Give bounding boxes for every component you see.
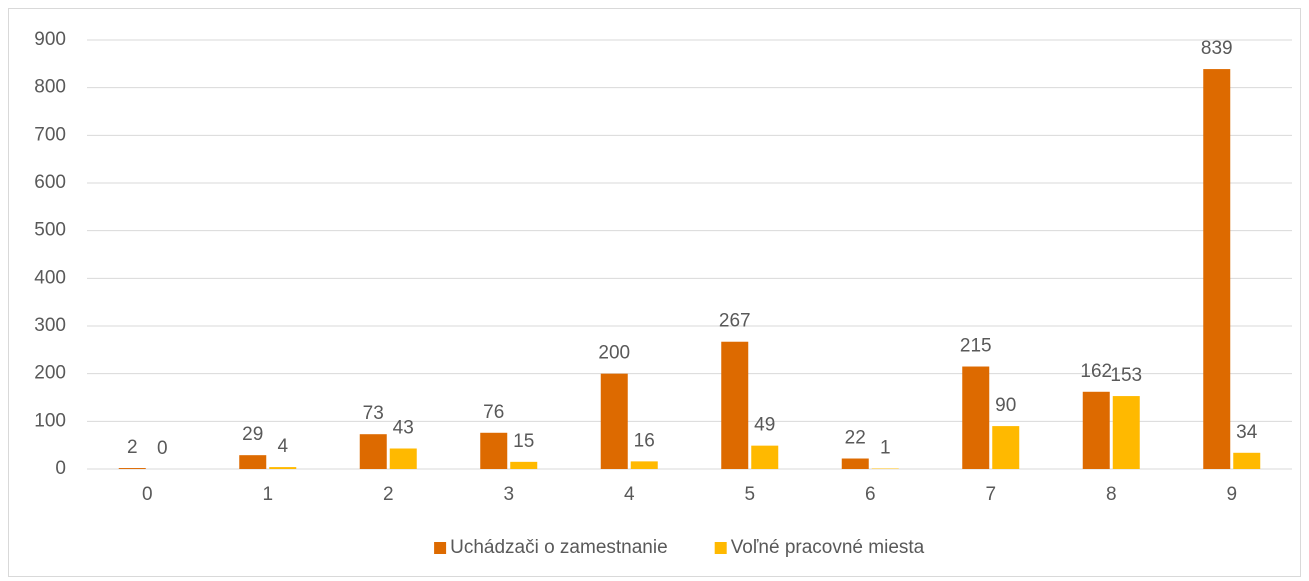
y-tick-label: 600 (34, 172, 66, 193)
y-tick-label: 900 (34, 29, 66, 50)
data-label: 0 (157, 438, 168, 459)
data-label: 2 (127, 437, 138, 458)
y-tick-label: 100 (34, 410, 66, 431)
x-tick-label: 3 (503, 484, 514, 505)
x-tick-label: 1 (262, 484, 273, 505)
y-tick-label: 300 (34, 315, 66, 336)
y-tick-label: 800 (34, 77, 66, 98)
bar (118, 468, 146, 469)
bar (992, 426, 1020, 469)
bar (600, 373, 628, 469)
bar (841, 458, 869, 469)
data-label: 90 (995, 395, 1016, 416)
data-label: 49 (754, 415, 775, 436)
bar (1112, 396, 1140, 469)
bar (480, 432, 508, 469)
x-tick-label: 4 (624, 484, 635, 505)
y-tick-label: 0 (55, 458, 66, 479)
bar (510, 461, 538, 469)
x-tick-label: 0 (142, 484, 153, 505)
bar (630, 461, 658, 469)
bar (962, 366, 990, 469)
bar (1233, 452, 1261, 469)
x-tick-label: 5 (744, 484, 755, 505)
legend-label: Uchádzači o zamestnanie (450, 537, 668, 558)
data-label: 34 (1236, 422, 1258, 443)
data-label: 153 (1110, 365, 1142, 386)
y-tick-label: 400 (34, 267, 66, 288)
data-label: 43 (393, 418, 414, 439)
data-label: 15 (513, 431, 534, 452)
data-label: 1 (880, 438, 891, 459)
y-tick-label: 500 (34, 220, 66, 241)
y-tick-label: 200 (34, 363, 66, 384)
x-tick-label: 2 (383, 484, 394, 505)
bar (239, 455, 267, 469)
x-tick-label: 8 (1106, 484, 1117, 505)
legend-swatch (434, 542, 447, 554)
bar (269, 467, 297, 469)
data-label: 162 (1080, 361, 1112, 382)
x-tick-label: 9 (1226, 484, 1237, 505)
y-tick-label: 700 (34, 124, 66, 145)
bar (389, 448, 417, 469)
bar (721, 341, 749, 469)
data-label: 29 (242, 424, 263, 445)
bar (359, 434, 387, 469)
x-tick-label: 6 (865, 484, 876, 505)
bar (1203, 69, 1231, 470)
data-label: 22 (845, 428, 866, 449)
data-label: 839 (1201, 38, 1233, 59)
x-tick-label: 7 (985, 484, 996, 505)
chart-frame (8, 8, 1301, 577)
bar (1082, 391, 1110, 469)
data-label: 16 (634, 430, 655, 451)
legend-label: Voľné pracovné miesta (731, 537, 925, 558)
bar (751, 445, 779, 469)
data-label: 73 (363, 403, 384, 424)
data-label: 76 (483, 402, 504, 423)
data-label: 215 (960, 336, 992, 357)
data-label: 4 (277, 436, 288, 457)
data-label: 200 (598, 343, 630, 364)
legend-swatch (714, 542, 727, 554)
data-label: 267 (719, 311, 751, 332)
